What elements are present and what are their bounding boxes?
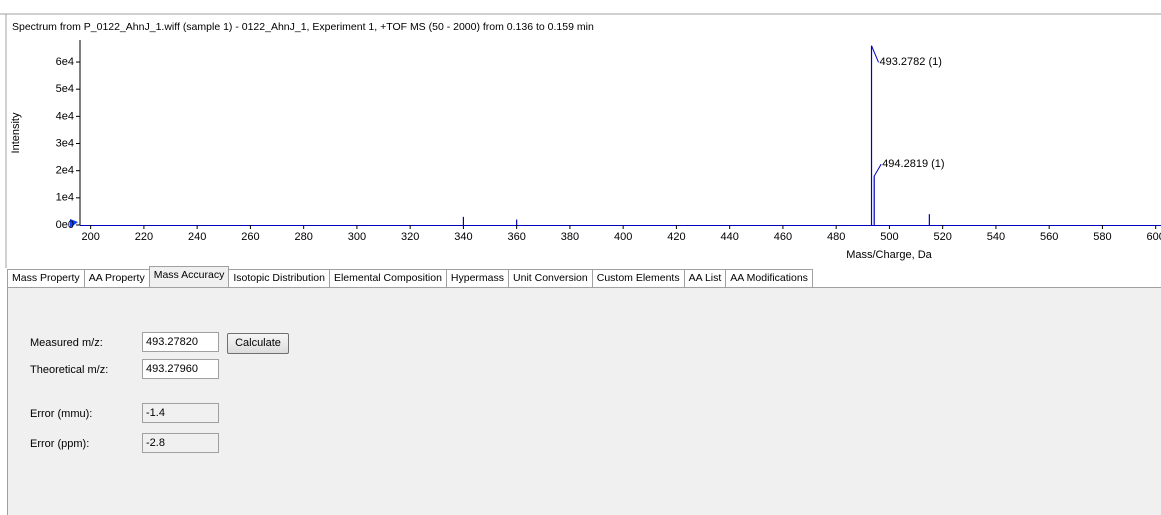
tab[interactable]: Mass Property — [7, 269, 85, 287]
y-tick-label: 3e4 — [56, 137, 74, 149]
annotation-leader — [871, 45, 879, 63]
error-mmu-label: Error (mmu): — [30, 408, 93, 420]
tab[interactable]: Elemental Composition — [328, 269, 447, 287]
y-tick-label: 2e4 — [56, 165, 74, 177]
measured-label: Measured m/z: — [30, 337, 103, 349]
y-tick-label: 1e4 — [56, 192, 74, 204]
chart-title: Spectrum from P_0122_AhnJ_1.wiff (sample… — [12, 21, 594, 33]
x-tick-label: 520 — [933, 231, 951, 243]
x-tick-label: 380 — [561, 231, 579, 243]
x-tick-label: 240 — [188, 231, 206, 243]
y-tick-label: 5e4 — [56, 83, 74, 95]
peak-annotation: 493.2782 (1) — [880, 56, 942, 68]
tab[interactable]: Hypermass — [445, 269, 510, 287]
tab[interactable]: Isotopic Distribution — [228, 269, 330, 287]
error-ppm-label: Error (ppm): — [30, 438, 90, 450]
x-tick-label: 580 — [1093, 231, 1111, 243]
theoretical-label: Theoretical m/z: — [30, 364, 109, 376]
measured-input[interactable]: 493.27820 — [142, 332, 219, 352]
tab-bar: Mass Property AA Property Mass Accuracy Iso… — [7, 266, 813, 287]
spectrum-chart: Spectrum from P_0122_AhnJ_1.wiff (sample… — [0, 13, 1161, 268]
x-tick-label: 340 — [454, 231, 472, 243]
x-tick-label: 280 — [294, 231, 312, 243]
x-tick-label: 600 — [1146, 231, 1161, 243]
x-tick-label: 420 — [667, 231, 685, 243]
x-tick-label: 400 — [614, 231, 632, 243]
x-tick-label: 440 — [720, 231, 738, 243]
x-tick-label: 220 — [135, 231, 153, 243]
x-tick-label: 320 — [401, 231, 419, 243]
x-axis-label: Mass/Charge, Da — [846, 249, 932, 261]
x-tick-label: 200 — [81, 231, 99, 243]
tab[interactable]: Mass Accuracy — [148, 266, 230, 287]
mass-accuracy-panel: Measured m/z: 493.27820 Calculate Theore… — [7, 287, 1161, 515]
x-tick-label: 480 — [827, 231, 845, 243]
y-axis-label: Intensity — [10, 112, 22, 153]
x-tick-label: 260 — [241, 231, 259, 243]
y-tick-label: 6e4 — [56, 56, 74, 68]
error-ppm-field: -2.8 — [142, 433, 219, 453]
x-tick-label: 500 — [880, 231, 898, 243]
x-tick-label: 560 — [1040, 231, 1058, 243]
marker-arrow — [70, 219, 78, 228]
x-tick-label: 460 — [774, 231, 792, 243]
tab[interactable]: AA List — [683, 269, 727, 287]
annotation-leader — [873, 163, 882, 177]
x-tick-label: 300 — [348, 231, 366, 243]
y-tick-label: 0e0 — [56, 219, 74, 231]
tab[interactable]: Unit Conversion — [508, 269, 593, 287]
calculate-button[interactable]: Calculate — [227, 333, 289, 354]
tab[interactable]: AA Property — [83, 269, 150, 287]
y-tick-label: 4e4 — [56, 110, 74, 122]
tab[interactable]: Custom Elements — [591, 269, 685, 287]
peak-annotation: 494.2819 (1) — [882, 158, 944, 170]
x-tick-label: 360 — [507, 231, 525, 243]
error-mmu-field: -1.4 — [142, 403, 219, 423]
tab[interactable]: AA Modifications — [725, 269, 813, 287]
theoretical-input[interactable]: 493.27960 — [142, 359, 219, 379]
x-tick-label: 540 — [987, 231, 1005, 243]
